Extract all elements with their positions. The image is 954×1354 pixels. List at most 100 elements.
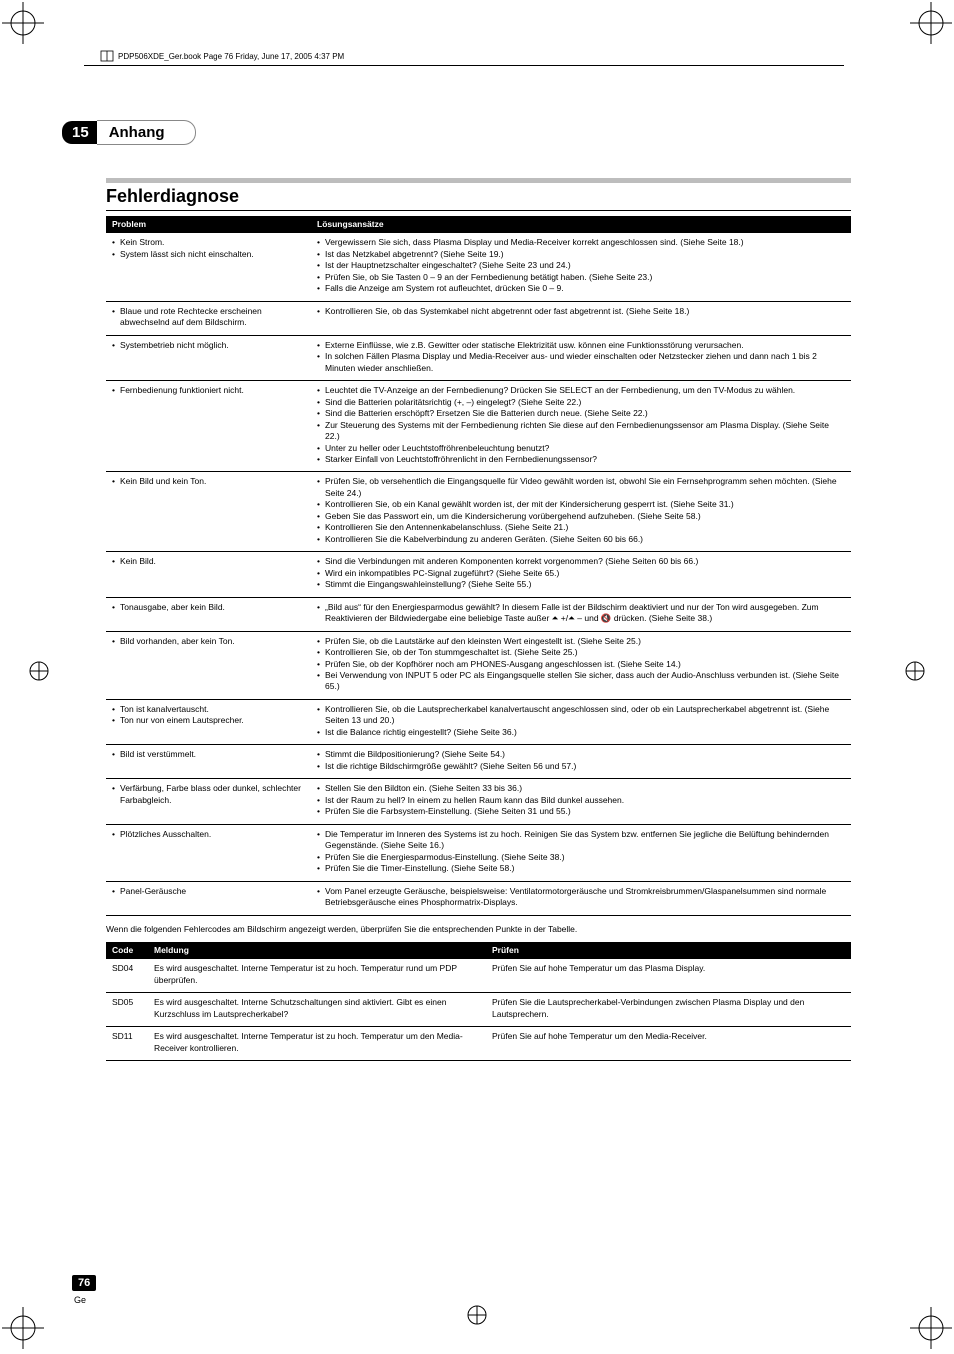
pruefen-cell: Prüfen Sie auf hohe Temperatur um den Me… (486, 1027, 851, 1061)
solution-item: „Bild aus“ für den Energiesparmodus gewä… (317, 602, 845, 625)
solution-item: Stimmt die Bildpositionierung? (Siehe Se… (317, 749, 845, 760)
section-title: Fehlerdiagnose (106, 186, 239, 207)
solution-item: Kontrollieren Sie, ob die Lautsprecherka… (317, 704, 845, 727)
table-cell-problem: Systembetrieb nicht möglich. (106, 335, 311, 380)
crop-mark-bottom-left (2, 1307, 44, 1349)
table-cell-solution: Kontrollieren Sie, ob die Lautsprecherka… (311, 699, 851, 744)
table-cell-solution: Prüfen Sie, ob versehentlich die Eingang… (311, 472, 851, 552)
book-icon (100, 49, 114, 63)
reg-arrow-left (28, 660, 50, 687)
table-cell-solution: „Bild aus“ für den Energiesparmodus gewä… (311, 597, 851, 631)
solution-item: Geben Sie das Passwort ein, um die Kinde… (317, 511, 845, 522)
problem-item: Ton ist kanalvertauscht. (112, 704, 305, 715)
th-meldung: Meldung (148, 942, 486, 959)
solution-item: Prüfen Sie die Energiesparmodus-Einstell… (317, 852, 845, 863)
language-code: Ge (74, 1295, 86, 1305)
header-filename: PDP506XDE_Ger.book Page 76 Friday, June … (118, 52, 344, 61)
section-grey-bar (106, 178, 851, 183)
problem-item: Systembetrieb nicht möglich. (112, 340, 305, 351)
solution-item: Vergewissern Sie sich, dass Plasma Displ… (317, 237, 845, 248)
table-cell-solution: Externe Einflüsse, wie z.B. Gewitter ode… (311, 335, 851, 380)
solution-item: Sind die Batterien polaritätsrichtig (+,… (317, 397, 845, 408)
table-cell-solution: Vom Panel erzeugte Geräusche, beispielsw… (311, 881, 851, 915)
table-cell-problem: Kein Bild. (106, 552, 311, 597)
solution-item: Kontrollieren Sie den Antennenkabelansch… (317, 522, 845, 533)
table-cell-problem: Fernbedienung funktioniert nicht. (106, 381, 311, 472)
solution-item: Sind die Batterien erschöpft? Ersetzen S… (317, 408, 845, 419)
meldung-cell: Es wird ausgeschaltet. Interne Temperatu… (148, 959, 486, 992)
code-cell: SD11 (106, 1027, 148, 1061)
problem-item: Verfärbung, Farbe blass oder dunkel, sch… (112, 783, 305, 806)
solution-item: Kontrollieren Sie, ob das Systemkabel ni… (317, 306, 845, 317)
solution-item: Starker Einfall von Leuchtstoffröhrenlic… (317, 454, 845, 465)
solution-item: Kontrollieren Sie, ob ein Kanal gewählt … (317, 499, 845, 510)
table-cell-solution: Stimmt die Bildpositionierung? (Siehe Se… (311, 745, 851, 779)
running-header: PDP506XDE_Ger.book Page 76 Friday, June … (100, 49, 344, 63)
problem-item: Kein Bild und kein Ton. (112, 476, 305, 487)
reg-arrow-right (904, 660, 926, 687)
problem-item: Kein Strom. (112, 237, 305, 248)
solution-item: Stimmt die Eingangswahleinstellung? (Sie… (317, 579, 845, 590)
table-cell-solution: Sind die Verbindungen mit anderen Kompon… (311, 552, 851, 597)
table-cell-problem: Panel-Geräusche (106, 881, 311, 915)
problem-item: System lässt sich nicht einschalten. (112, 249, 305, 260)
table-cell-solution: Die Temperatur im Inneren des Systems is… (311, 824, 851, 881)
solution-item: In solchen Fällen Plasma Display und Med… (317, 351, 845, 374)
table-cell-problem: Bild vorhanden, aber kein Ton. (106, 631, 311, 699)
table-cell-solution: Prüfen Sie, ob die Lautstärke auf den kl… (311, 631, 851, 699)
table-cell-problem: Tonausgabe, aber kein Bild. (106, 597, 311, 631)
solution-item: Kontrollieren Sie die Kabelverbindung zu… (317, 534, 845, 545)
solution-item: Unter zu heller oder Leuchtstoffröhrenbe… (317, 443, 845, 454)
solution-item: Ist die richtige Bildschirmgröße gewählt… (317, 761, 845, 772)
solution-item: Sind die Verbindungen mit anderen Kompon… (317, 556, 845, 567)
solution-item: Wird ein inkompatibles PC-Signal zugefüh… (317, 568, 845, 579)
crop-mark-bottom-right (910, 1307, 952, 1349)
solution-item: Ist das Netzkabel abgetrennt? (Siehe Sei… (317, 249, 845, 260)
section-rule (106, 210, 851, 211)
crop-mark-top-right (910, 2, 952, 44)
error-codes-table: Code Meldung Prüfen SD04Es wird ausgesch… (106, 942, 851, 1061)
solution-item: Falls die Anzeige am System rot aufleuch… (317, 283, 845, 294)
table-cell-solution: Stellen Sie den Bildton ein. (Siehe Seit… (311, 779, 851, 824)
problem-item: Kein Bild. (112, 556, 305, 567)
chapter-number: 15 (62, 121, 97, 144)
problem-item: Tonausgabe, aber kein Bild. (112, 602, 305, 613)
solution-item: Bei Verwendung von INPUT 5 oder PC als E… (317, 670, 845, 693)
solution-item: Zur Steuerung des Systems mit der Fernbe… (317, 420, 845, 443)
solution-item: Ist die Balance richtig eingestellt? (Si… (317, 727, 845, 738)
solution-item: Prüfen Sie, ob versehentlich die Eingang… (317, 476, 845, 499)
solution-item: Vom Panel erzeugte Geräusche, beispielsw… (317, 886, 845, 909)
meldung-cell: Es wird ausgeschaltet. Interne Schutzsch… (148, 993, 486, 1027)
problem-item: Bild ist verstümmelt. (112, 749, 305, 760)
solution-item: Leuchtet die TV-Anzeige an der Fernbedie… (317, 385, 845, 396)
table-cell-problem: Bild ist verstümmelt. (106, 745, 311, 779)
table-cell-problem: Kein Bild und kein Ton. (106, 472, 311, 552)
meldung-cell: Es wird ausgeschaltet. Interne Temperatu… (148, 1027, 486, 1061)
page-number: 76 (72, 1275, 96, 1291)
code-cell: SD05 (106, 993, 148, 1027)
table-cell-solution: Kontrollieren Sie, ob das Systemkabel ni… (311, 301, 851, 335)
problem-item: Bild vorhanden, aber kein Ton. (112, 636, 305, 647)
solution-item: Prüfen Sie, ob der Kopfhörer noch am PHO… (317, 659, 845, 670)
table-cell-solution: Leuchtet die TV-Anzeige an der Fernbedie… (311, 381, 851, 472)
solution-item: Ist der Hauptnetzschalter eingeschaltet?… (317, 260, 845, 271)
solution-item: Die Temperatur im Inneren des Systems is… (317, 829, 845, 852)
problem-item: Blaue und rote Rechtecke erscheinen abwe… (112, 306, 305, 329)
table-cell-problem: Blaue und rote Rechtecke erscheinen abwe… (106, 301, 311, 335)
solution-item: Prüfen Sie die Timer-Einstellung. (Siehe… (317, 863, 845, 874)
problem-item: Panel-Geräusche (112, 886, 305, 897)
solution-item: Stellen Sie den Bildton ein. (Siehe Seit… (317, 783, 845, 794)
th-pruefen: Prüfen (486, 942, 851, 959)
solution-item: Prüfen Sie, ob die Lautstärke auf den kl… (317, 636, 845, 647)
table-cell-solution: Vergewissern Sie sich, dass Plasma Displ… (311, 233, 851, 301)
chapter-title: Anhang (97, 120, 196, 145)
solution-item: Ist der Raum zu hell? In einem zu hellen… (317, 795, 845, 806)
table-cell-problem: Kein Strom.System lässt sich nicht einsc… (106, 233, 311, 301)
pruefen-cell: Prüfen Sie auf hohe Temperatur um das Pl… (486, 959, 851, 992)
solution-item: Externe Einflüsse, wie z.B. Gewitter ode… (317, 340, 845, 351)
chapter-tab: 15 Anhang (62, 120, 196, 145)
troubleshooting-table: Problem Lösungsansätze Kein Strom.System… (106, 216, 851, 916)
problem-item: Fernbedienung funktioniert nicht. (112, 385, 305, 396)
codes-intro: Wenn die folgenden Fehlercodes am Bildsc… (106, 924, 851, 934)
reg-arrow-bottom (466, 1304, 488, 1331)
